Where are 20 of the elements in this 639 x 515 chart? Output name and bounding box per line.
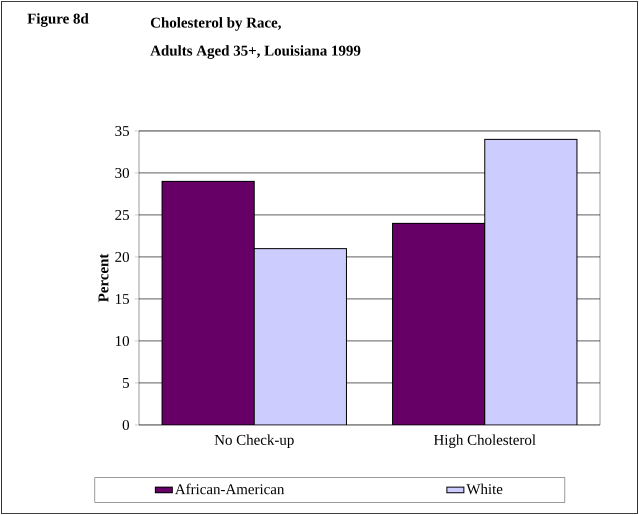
bar [392,222,486,425]
legend-label: African-American [174,484,284,494]
bar [254,248,347,425]
legend-label: White [466,484,502,494]
chart-subtitle: Adults Aged 35+, Louisiana 1999 [150,45,360,59]
chart-title: Cholesterol by Race, [150,17,281,31]
y-tick-label: 0 [122,420,130,430]
y-tick-label: 10 [116,336,130,346]
bar [162,180,255,425]
x-tick-label: No Check-up [214,434,294,448]
y-tick-label: 35 [115,126,129,136]
bar [484,138,578,425]
y-tick-label: 20 [115,252,130,262]
y-tick-label: 5 [122,378,129,388]
y-tick-label: 30 [115,168,130,178]
caption: Figure 8d [27,13,89,27]
y-tick-label: 15 [116,294,129,304]
y-axis-title: Percent [98,254,108,302]
y-tick-label: 25 [115,210,129,220]
x-tick-label: High Cholesterol [434,434,536,448]
